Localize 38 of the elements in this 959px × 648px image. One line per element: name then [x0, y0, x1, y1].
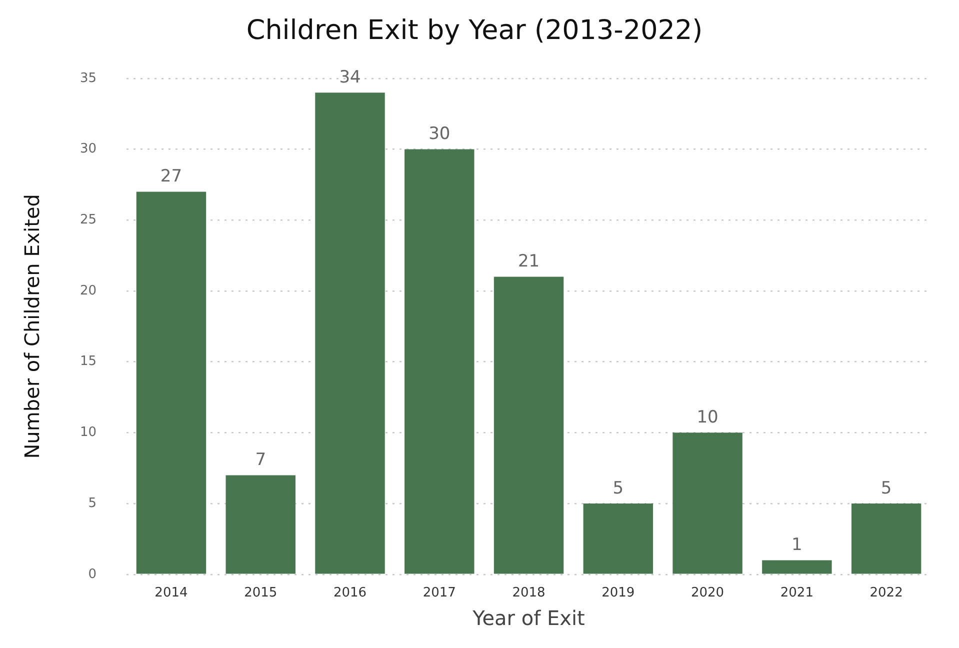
- data-label: 10: [696, 408, 718, 428]
- data-label: 21: [518, 252, 540, 272]
- bar: [315, 92, 385, 574]
- bar: [136, 192, 206, 574]
- x-tick-label: 2021: [780, 586, 814, 601]
- chart-title: Children Exit by Year (2013-2022): [246, 15, 703, 46]
- data-label: 7: [255, 450, 266, 470]
- bar: [672, 432, 742, 574]
- bar: [226, 475, 296, 574]
- data-label: 27: [160, 166, 182, 187]
- data-label: 5: [880, 478, 892, 498]
- x-tick-label: 2020: [690, 586, 724, 601]
- y-tick-label: 15: [80, 354, 97, 370]
- x-tick-label: 2019: [602, 586, 635, 601]
- data-label: 1: [792, 535, 802, 556]
- y-tick-label: 5: [88, 496, 97, 511]
- y-tick-label: 30: [80, 142, 97, 157]
- bar: [494, 276, 564, 574]
- data-label: 30: [428, 124, 450, 144]
- data-label: 5: [612, 478, 624, 498]
- bar: [851, 504, 922, 574]
- y-tick-label: 10: [80, 425, 97, 440]
- x-tick-label: 2017: [422, 586, 456, 601]
- y-tick-label: 35: [80, 70, 97, 86]
- y-tick-label: 0: [88, 566, 97, 582]
- data-label: 34: [339, 67, 361, 88]
- y-tick-label: 25: [80, 212, 97, 228]
- x-tick-label: 2016: [333, 586, 367, 601]
- x-axis-title: Year of Exit: [472, 606, 586, 630]
- x-tick-label: 2015: [244, 586, 278, 601]
- bar: [583, 504, 654, 574]
- x-tick-label: 2022: [870, 586, 903, 601]
- bar: [762, 560, 832, 574]
- y-axis-title: Number of Children Exited: [20, 194, 44, 459]
- x-tick-label: 2014: [154, 586, 188, 601]
- bar: [404, 149, 474, 574]
- x-tick-label: 2018: [512, 586, 546, 601]
- y-tick-label: 20: [80, 283, 97, 298]
